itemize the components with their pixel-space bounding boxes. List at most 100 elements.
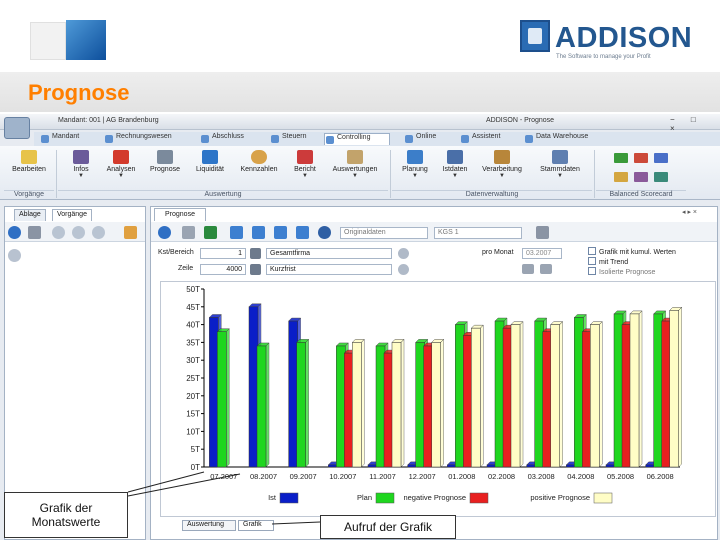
tools-icon[interactable]: [28, 226, 41, 239]
settings-circle-icon[interactable]: [318, 226, 331, 239]
app-menu-button[interactable]: [4, 117, 30, 139]
y-tick-label: 50T: [186, 285, 200, 294]
y-tick-label: 30T: [186, 356, 200, 365]
refresh-icon[interactable]: [158, 226, 171, 239]
ribbon-button-prognose[interactable]: Prognose: [144, 150, 186, 173]
menu-tab-controlling[interactable]: Controlling: [324, 133, 390, 145]
ribbon-button-bericht[interactable]: Bericht ▼: [284, 150, 326, 179]
ribbon-button-planung[interactable]: Planung ▼: [394, 150, 436, 179]
close-circle-icon[interactable]: [8, 249, 21, 262]
ribbon-button-bearbeiten[interactable]: Bearbeiten: [8, 150, 50, 173]
first-record-icon[interactable]: [230, 226, 243, 239]
checkbox-trend[interactable]: mit Trend: [588, 257, 628, 266]
kgs-select[interactable]: KGS 1: [434, 227, 522, 239]
master-data-icon: [552, 150, 568, 164]
zeile-name-field: Kurzfrist: [266, 264, 392, 275]
ribbon-button-istdaten[interactable]: Istdaten ▼: [434, 150, 476, 179]
tab-prognose[interactable]: Prognose: [154, 208, 206, 221]
x-tick-label: 12.2007: [409, 472, 436, 481]
ribbon-button-infos[interactable]: Infos ▼: [60, 150, 102, 179]
x-tick-label: 11.2007: [369, 472, 396, 481]
ribbon-button-kennzahlen[interactable]: Kennzahlen: [238, 150, 280, 173]
previous-record-icon[interactable]: [252, 226, 265, 239]
legend-swatch: [593, 492, 613, 504]
tab-ablage[interactable]: Ablage: [14, 209, 46, 221]
last-record-icon[interactable]: [296, 226, 309, 239]
menu-tab-assistent[interactable]: Assistent: [460, 133, 518, 145]
menu-tab-data-warehouse[interactable]: Data Warehouse: [524, 133, 604, 145]
month-field[interactable]: 03.2007: [522, 248, 562, 259]
x-tick-label: 03.2008: [528, 472, 555, 481]
panel-controls[interactable]: ◂ ▸ ×: [682, 209, 698, 216]
report-icon: [297, 150, 313, 164]
callout-grafik-monatswerte: Grafik der Monatswerte: [4, 492, 128, 538]
callout-line-bottom: [271, 521, 321, 525]
zeile-field[interactable]: 4000: [200, 264, 246, 275]
title-band: [0, 72, 720, 112]
calendar-icon[interactable]: [522, 264, 534, 274]
scorecard-table-icon[interactable]: [614, 172, 628, 182]
scorecard-chart-icon[interactable]: [614, 153, 628, 163]
lookup-icon[interactable]: [250, 248, 261, 259]
ribbon-button-stammdaten[interactable]: Stammdaten ▼: [534, 150, 586, 179]
zeile-label: Zeile: [178, 265, 194, 272]
window-controls[interactable]: − □ ×: [670, 115, 703, 133]
pause-icon[interactable]: [72, 226, 85, 239]
excel-export-icon[interactable]: [204, 226, 217, 239]
kst-label: Kst/Bereich: [158, 249, 194, 256]
ratio-gauge-icon: [251, 150, 267, 164]
checkbox-isolated-forecast[interactable]: Isolierte Prognose: [588, 267, 655, 276]
ribbon-separator: [390, 150, 391, 198]
legend-swatch: [279, 492, 299, 504]
y-tick-label: 45T: [186, 303, 200, 312]
ribbon-separator: [594, 150, 595, 198]
scorecard-cube-icon[interactable]: [654, 153, 668, 163]
bar: [256, 345, 267, 468]
checkbox-cumulative[interactable]: Grafik mit kumul. Werten: [588, 247, 676, 256]
info-circle-icon[interactable]: [398, 248, 409, 259]
legend-label: Plan: [357, 493, 372, 502]
kst-field[interactable]: 1: [200, 248, 246, 259]
sync-icon[interactable]: [398, 264, 409, 275]
menu-tab-abschluss[interactable]: Abschluss: [200, 133, 264, 145]
play-icon[interactable]: [52, 226, 65, 239]
y-tick-label: 10T: [186, 427, 200, 436]
bottom-tab-grafik[interactable]: Grafik: [238, 520, 274, 531]
tab-vorgaenge[interactable]: Vorgänge: [52, 209, 92, 221]
ribbon-separator: [56, 150, 57, 198]
view-select[interactable]: Originaldaten: [340, 227, 428, 239]
menu-tab-online[interactable]: Online: [404, 133, 454, 145]
menu-tab-steuern[interactable]: Steuern: [270, 133, 320, 145]
refresh-icon[interactable]: [8, 226, 21, 239]
ribbon-group-vorgaenge: Vorgänge: [4, 190, 54, 199]
stop-icon[interactable]: [92, 226, 105, 239]
layout-icon[interactable]: [124, 226, 137, 239]
x-tick-label: 05.2008: [607, 472, 634, 481]
menu-tab-rechnungswesen[interactable]: Rechnungswesen: [104, 133, 188, 145]
forecast-icon: [157, 150, 173, 164]
ribbon-button-analysen[interactable]: Analysen ▼: [100, 150, 142, 179]
y-tick-label: 0T: [191, 463, 200, 472]
month-label: pro Monat: [482, 249, 514, 256]
calendar-icon[interactable]: [540, 264, 552, 274]
bottom-tab-auswertung[interactable]: Auswertung: [182, 520, 236, 531]
ribbon-button-liquiditaet[interactable]: Liquidität: [189, 150, 231, 173]
traffic-light-icon: [113, 150, 129, 164]
ribbon-button-verarbeitung[interactable]: Verarbeitung ▼: [476, 150, 528, 179]
ribbon-button-auswertungen[interactable]: Auswertungen ▼: [328, 150, 382, 179]
scorecard-user-icon[interactable]: [654, 172, 668, 182]
scorecard-settings-icon[interactable]: [634, 172, 648, 182]
next-record-icon[interactable]: [274, 226, 287, 239]
scorecard-grid-icon[interactable]: [634, 153, 648, 163]
slide-title: Prognose: [28, 80, 130, 105]
lookup-icon[interactable]: [250, 264, 261, 275]
evaluation-icon: [347, 150, 363, 164]
bar: [431, 342, 441, 468]
tools-icon[interactable]: [536, 226, 549, 239]
bar: [352, 342, 362, 468]
print-icon[interactable]: [182, 226, 195, 239]
bar: [669, 310, 679, 468]
legend-swatch: [469, 492, 489, 504]
menu-tab-mandant[interactable]: Mandant: [40, 133, 102, 145]
